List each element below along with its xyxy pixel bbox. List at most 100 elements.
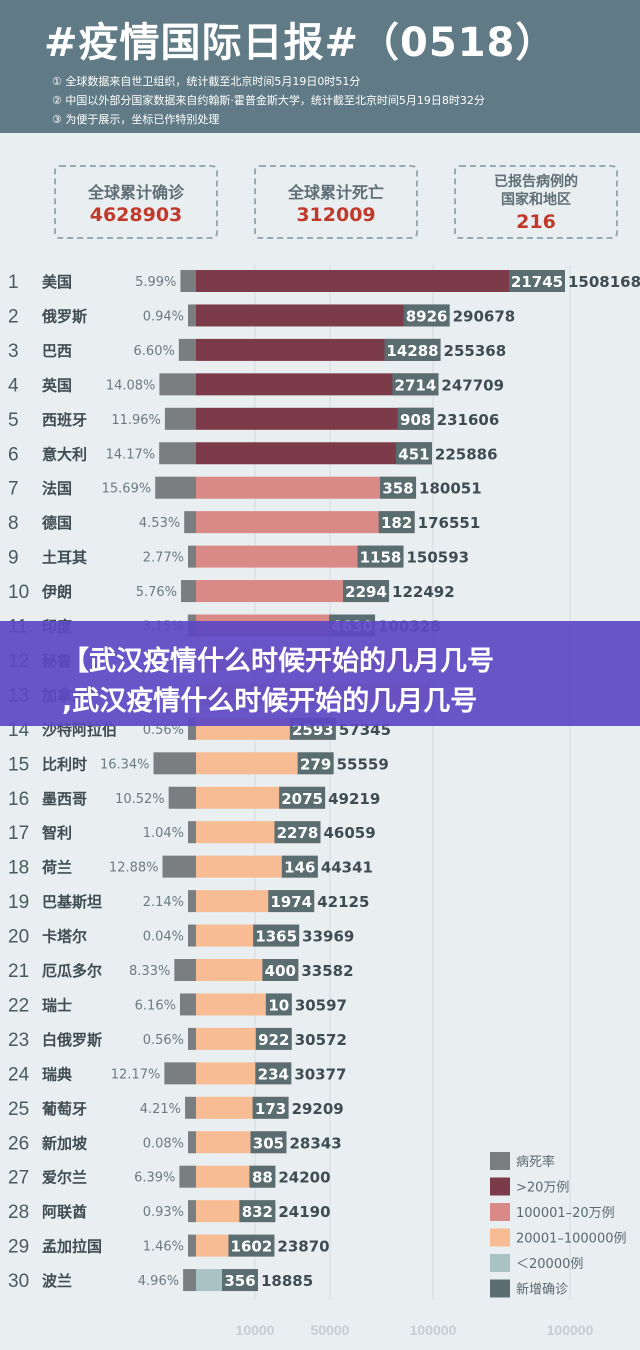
new-cases-label: 2294 <box>345 583 387 601</box>
note-2: ② 中国以外部分国家数据来自约翰斯·霍普金斯大学，统计截至北京时间5月19日8时… <box>52 94 485 107</box>
row-country: 英国 <box>42 376 72 394</box>
total-label: 290678 <box>453 307 516 325</box>
death-rate-label: 12.88% <box>109 861 159 876</box>
row-country: 德国 <box>42 514 72 532</box>
new-cases-label: 234 <box>258 1065 289 1083</box>
death-rate-bar <box>180 270 196 292</box>
row-country: 厄瓜多尔 <box>42 962 102 980</box>
total-label: 49219 <box>328 790 380 808</box>
new-cases-label: 8926 <box>406 307 448 325</box>
legend-swatch <box>490 1228 510 1247</box>
new-cases-label: 1365 <box>255 928 297 946</box>
total-label: 33582 <box>301 962 353 980</box>
death-rate-label: 5.99% <box>135 275 176 290</box>
stat-global-confirmed: 全球累计确诊 4628903 <box>54 165 218 239</box>
new-cases-label: 1974 <box>270 893 312 911</box>
row-rank: 30 <box>8 1271 29 1292</box>
total-label: 55559 <box>337 755 389 773</box>
row-country: 荷兰 <box>42 859 72 877</box>
new-cases-label: 356 <box>224 1272 255 1290</box>
row-rank: 17 <box>8 823 29 844</box>
death-rate-label: 0.94% <box>143 309 184 324</box>
row-rank: 22 <box>8 995 29 1016</box>
new-cases-bar <box>255 1027 292 1050</box>
total-label: 18885 <box>261 1272 313 1290</box>
new-cases-bar <box>255 1062 292 1085</box>
new-cases-bar <box>397 407 434 430</box>
total-label: 29209 <box>292 1100 344 1118</box>
new-cases-bar <box>253 924 300 947</box>
death-rate-label: 5.76% <box>136 585 177 600</box>
new-cases-label: 182 <box>381 514 412 532</box>
row-rank: 23 <box>8 1030 29 1051</box>
row-rank: 27 <box>8 1168 29 1189</box>
total-bar <box>196 511 415 534</box>
death-rate-label: 15.69% <box>102 482 152 497</box>
stat-global-deaths: 全球累计死亡 312009 <box>254 165 418 239</box>
row-rank: 15 <box>8 754 29 775</box>
row-rank: 26 <box>8 1133 29 1154</box>
overlay-banner: 【武汉疫情什么时候开始的几月几号 ,武汉疫情什么时候开始的几月几号 <box>0 621 640 726</box>
death-rate-bar <box>188 1234 196 1257</box>
new-cases-label: 908 <box>400 411 431 429</box>
legend-label: 病死率 <box>516 1154 555 1170</box>
new-cases-bar <box>262 959 299 981</box>
note-1: ① 全球数据来自世卫组织，统计截至北京时间5月19日0时51分 <box>52 75 361 88</box>
row-rank: 9 <box>8 548 19 569</box>
new-cases-label: 451 <box>398 445 429 463</box>
x-tick-label: 100000 <box>410 1322 457 1338</box>
total-label: 30597 <box>295 996 347 1014</box>
new-cases-bar <box>384 338 441 361</box>
row-country: 瑞士 <box>42 996 72 1014</box>
new-cases-label: 922 <box>258 1031 289 1049</box>
row-country: 波兰 <box>42 1272 72 1290</box>
death-rate-label: 12.17% <box>111 1067 161 1082</box>
total-label: 24200 <box>278 1169 330 1187</box>
death-rate-bar <box>185 1096 196 1119</box>
death-rate-bar <box>179 993 196 1016</box>
new-cases-label: 1602 <box>231 1238 273 1256</box>
row-rank: 16 <box>8 789 29 810</box>
total-label: 23870 <box>277 1238 329 1256</box>
stat-value: 216 <box>516 211 556 233</box>
death-rate-label: 8.33% <box>129 964 170 979</box>
death-rate-bar <box>159 373 196 396</box>
row-country: 葡萄牙 <box>41 1100 87 1118</box>
total-label: 28343 <box>289 1134 341 1152</box>
death-rate-label: 2.14% <box>143 895 184 910</box>
death-rate-bar <box>153 752 196 775</box>
new-cases-bar <box>281 855 318 878</box>
death-rate-label: 0.56% <box>143 723 184 738</box>
death-rate-label: 6.39% <box>134 1171 175 1186</box>
death-rate-label: 14.17% <box>106 447 156 462</box>
stat-label: 全球累计确诊 <box>87 183 184 202</box>
new-cases-label: 832 <box>242 1203 273 1221</box>
row-country: 比利时 <box>42 755 87 773</box>
legend-label: ＜20000例 <box>516 1257 583 1272</box>
row-rank: 18 <box>8 858 29 879</box>
death-rate-bar <box>164 407 196 430</box>
page-title: #疫情国际日报#（0518） <box>44 20 557 66</box>
new-cases-label: 146 <box>284 859 315 877</box>
total-label: 33969 <box>302 928 354 946</box>
row-rank: 6 <box>8 444 19 465</box>
legend-label: 新增确诊 <box>516 1282 568 1298</box>
new-cases-label: 88 <box>252 1169 273 1187</box>
death-rate-bar <box>168 786 196 809</box>
stat-label-line-1: 已报告病例的 <box>494 174 578 190</box>
row-rank: 1 <box>8 272 19 293</box>
row-country: 孟加拉国 <box>42 1238 102 1256</box>
death-rate-bar <box>188 924 196 947</box>
legend-swatch <box>490 1279 510 1298</box>
new-cases-bar <box>395 442 432 465</box>
death-rate-bar <box>188 1131 196 1154</box>
row-country: 卡塔尔 <box>42 928 87 946</box>
death-rate-bar <box>188 717 196 740</box>
new-cases-label: 400 <box>265 962 296 980</box>
row-country: 阿联酋 <box>42 1203 87 1221</box>
death-rate-label: 1.04% <box>143 826 184 841</box>
new-cases-label: 2714 <box>395 376 437 394</box>
total-bar <box>196 580 390 603</box>
row-country: 瑞典 <box>42 1065 72 1083</box>
